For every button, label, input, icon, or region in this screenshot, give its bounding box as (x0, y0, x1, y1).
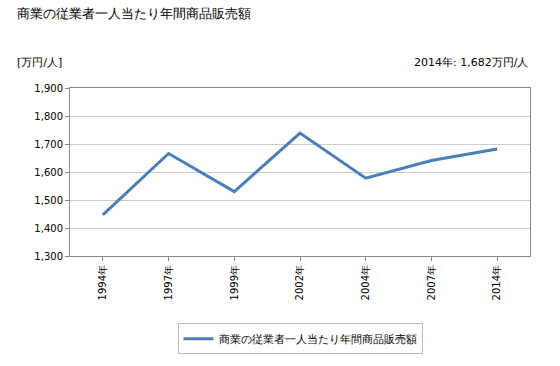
svg-text:1,800: 1,800 (34, 111, 63, 122)
svg-text:1,400: 1,400 (34, 223, 63, 234)
svg-text:2007年: 2007年 (426, 265, 437, 300)
svg-text:[万円/人]: [万円/人] (17, 56, 62, 69)
svg-text:2014年: 1,682万円/人: 2014年: 1,682万円/人 (414, 56, 528, 69)
svg-text:2002年: 2002年 (294, 265, 305, 300)
svg-text:商業の従業者一人当たり年間商品販売額: 商業の従業者一人当たり年間商品販売額 (219, 333, 417, 346)
svg-text:2004年: 2004年 (360, 265, 371, 300)
svg-text:商業の従業者一人当たり年間商品販売額: 商業の従業者一人当たり年間商品販売額 (17, 6, 251, 21)
svg-text:1,600: 1,600 (34, 167, 63, 178)
svg-text:1997年: 1997年 (163, 265, 174, 300)
svg-text:1,700: 1,700 (34, 139, 63, 150)
svg-text:2014年: 2014年 (491, 265, 502, 300)
svg-text:1,300: 1,300 (34, 251, 63, 262)
svg-text:1,500: 1,500 (34, 195, 63, 206)
svg-text:1999年: 1999年 (229, 265, 240, 300)
svg-text:1,900: 1,900 (34, 83, 63, 94)
svg-text:1994年: 1994年 (97, 265, 108, 300)
